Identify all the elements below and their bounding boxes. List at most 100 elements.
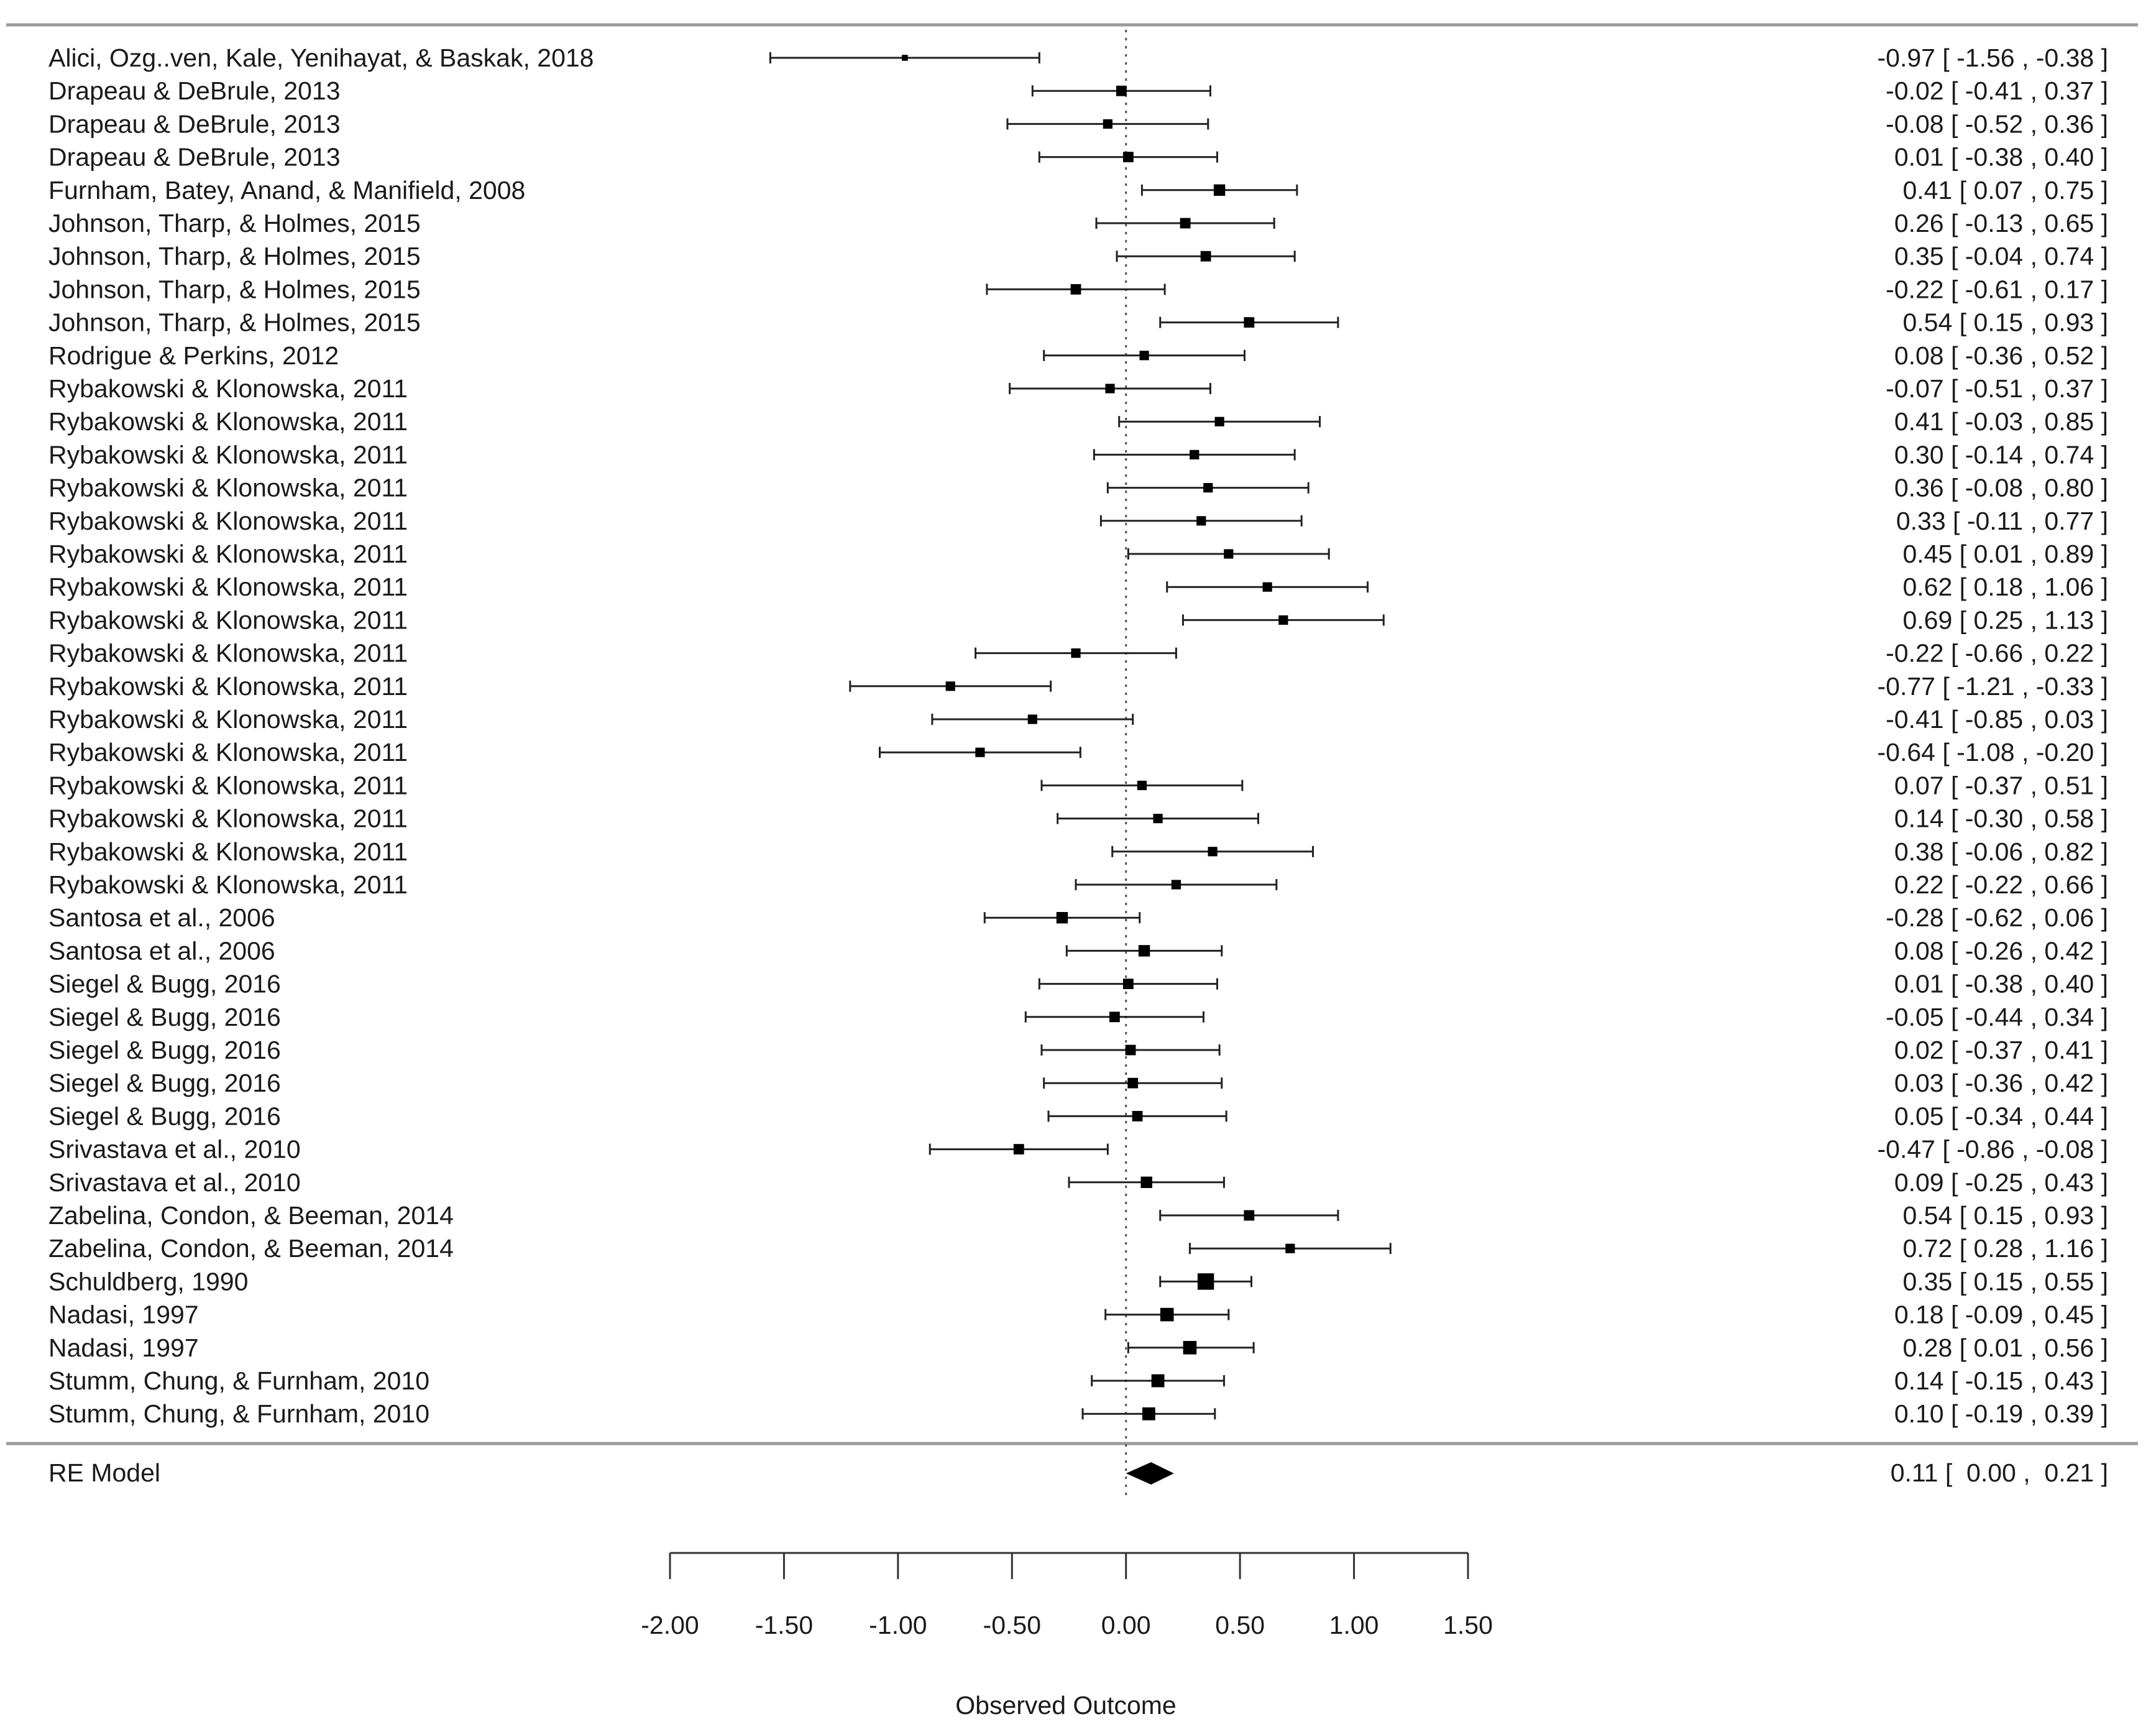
point-estimate [1127,1077,1139,1089]
study-label: Alici, Ozg..ven, Kale, Yenihayat, & Bask… [48,44,594,72]
study-row: Nadasi, 1997 0.18 [ -0.09 , 0.45 ] [48,1301,2108,1329]
point-estimate [1200,251,1211,262]
estimate-ci-label: -0.41 [ -0.85 , 0.03 ] [1886,705,2108,734]
x-axis-title: Observed Outcome [955,1691,1177,1720]
study-label: Drapeau & DeBrule, 2013 [48,109,341,138]
point-estimate [975,747,985,757]
estimate-ci-label: 0.22 [ -0.22 , 0.66 ] [1894,870,2108,899]
study-label: Rybakowski & Klonowska, 2011 [48,606,408,634]
study-row: Rybakowski & Klonowska, 2011 0.45 [ 0.01 … [48,540,2108,568]
point-estimate [1140,1176,1152,1188]
estimate-ci-label: 0.30 [ -0.14 , 0.74 ] [1894,440,2108,469]
study-label: Rybakowski & Klonowska, 2011 [48,705,408,734]
point-estimate [1122,979,1134,989]
study-rows: Alici, Ozg..ven, Kale, Yenihayat, & Bask… [48,44,2108,1428]
x-tick-label: -0.50 [983,1611,1041,1639]
study-row: Rybakowski & Klonowska, 2011 0.38 [ -0.06… [48,837,2108,866]
point-estimate [1105,384,1115,394]
point-estimate [1139,351,1149,361]
estimate-ci-label: 0.54 [ 0.15 , 0.93 ] [1902,308,2108,337]
study-row: Siegel & Bugg, 2016 0.03 [ -0.36 , 0.42 ] [48,1069,2108,1097]
point-estimate [902,55,908,61]
point-estimate [945,681,955,691]
study-row: Johnson, Tharp, & Holmes, 2015 -0.22 [ -0… [48,275,2108,303]
point-estimate [1203,483,1213,493]
x-tick-label: 0.50 [1215,1611,1265,1639]
x-axis: -2.00 -1.50 -1.00 -0.50 0.00 0.50 1.00 1.50 Obs… [641,1552,1493,1720]
estimate-ci-label: 0.41 [ -0.03 , 0.85 ] [1894,407,2108,436]
study-row: Siegel & Bugg, 2016 0.01 [ -0.38 , 0.40 ] [48,970,2108,998]
study-row: Stumm, Chung, & Furnham, 2010 0.10 [ -0.1… [48,1399,2108,1428]
estimate-ci-label: 0.28 [ 0.01 , 0.56 ] [1902,1334,2108,1362]
estimate-ci-label: 0.35 [ 0.15 , 0.55 ] [1902,1267,2108,1296]
study-label: Siegel & Bugg, 2016 [48,1003,281,1031]
study-label: Santosa et al., 2006 [48,903,275,932]
study-row: Rybakowski & Klonowska, 2011 0.14 [ -0.30… [48,804,2108,833]
estimate-ci-label: 0.35 [ -0.04 , 0.74 ] [1894,242,2108,270]
point-estimate [1285,1243,1295,1253]
estimate-ci-label: 0.69 [ 0.25 , 1.13 ] [1902,606,2108,634]
study-label: Rybakowski & Klonowska, 2011 [48,837,408,866]
study-row: Rybakowski & Klonowska, 2011 -0.07 [ -0.5… [48,374,2108,403]
estimate-ci-label: -0.64 [ -1.08 , -0.20 ] [1878,738,2108,767]
study-label: Rybakowski & Klonowska, 2011 [48,474,408,502]
study-row: Siegel & Bugg, 2016 -0.05 [ -0.44 , 0.34 … [48,1003,2108,1031]
point-estimate [1213,184,1226,196]
study-row: Drapeau & DeBrule, 2013 0.01 [ -0.38 , 0.… [48,143,2108,172]
study-label: Rybakowski & Klonowska, 2011 [48,440,408,469]
estimate-ci-label: 0.14 [ -0.30 , 0.58 ] [1894,804,2108,833]
study-row: Nadasi, 1997 0.28 [ 0.01 , 0.56 ] [48,1334,2108,1362]
point-estimate [1013,1144,1024,1154]
study-label: Srivastava et al., 2010 [48,1135,301,1164]
estimate-ci-label: -0.28 [ -0.62 , 0.06 ] [1886,903,2108,932]
study-label: Santosa et al., 2006 [48,936,275,965]
study-label: Rybakowski & Klonowska, 2011 [48,870,408,899]
estimate-ci-label: -0.02 [ -0.41 , 0.37 ] [1886,76,2108,105]
study-label: Srivastava et al., 2010 [48,1168,301,1197]
study-label: Rybakowski & Klonowska, 2011 [48,672,408,701]
point-estimate [1071,648,1081,658]
summary-estimate: 0.11 [ 0.00 , 0.21 ] [1891,1458,2108,1487]
study-row: Siegel & Bugg, 2016 0.02 [ -0.37 , 0.41 ] [48,1036,2108,1064]
study-label: Stumm, Chung, & Furnham, 2010 [48,1399,429,1428]
estimate-ci-label: 0.54 [ 0.15 , 0.93 ] [1902,1201,2108,1230]
study-row: Rybakowski & Klonowska, 2011 0.36 [ -0.08… [48,474,2108,502]
point-estimate [1196,516,1206,526]
point-estimate [1137,780,1147,790]
study-label: Zabelina, Condon, & Beeman, 2014 [48,1234,454,1263]
study-label: Johnson, Tharp, & Holmes, 2015 [48,275,421,303]
estimate-ci-label: 0.41 [ 0.07 , 0.75 ] [1902,176,2108,205]
study-label: Siegel & Bugg, 2016 [48,1036,281,1064]
point-estimate [1151,1374,1165,1388]
estimate-ci-label: -0.07 [ -0.51 , 0.37 ] [1886,374,2108,403]
point-estimate [1142,1407,1155,1421]
study-row: Drapeau & DeBrule, 2013 -0.02 [ -0.41 , 0… [48,76,2108,105]
study-label: Rybakowski & Klonowska, 2011 [48,507,408,535]
estimate-ci-label: 0.01 [ -0.38 , 0.40 ] [1894,143,2108,172]
study-row: Rybakowski & Klonowska, 2011 -0.64 [ -1.0… [48,738,2108,767]
estimate-ci-label: 0.14 [ -0.15 , 0.43 ] [1894,1366,2108,1395]
estimate-ci-label: 0.62 [ 0.18 , 1.06 ] [1902,573,2108,601]
study-row: Rodrigue & Perkins, 2012 0.08 [ -0.36 , 0… [48,341,2108,370]
study-row: Johnson, Tharp, & Holmes, 2015 0.26 [ -0.… [48,209,2108,237]
point-estimate [1056,912,1068,924]
study-label: Rybakowski & Klonowska, 2011 [48,407,408,436]
point-estimate [1160,1307,1174,1322]
point-estimate [1070,284,1081,295]
point-estimate [1103,119,1112,129]
study-label: Rybakowski & Klonowska, 2011 [48,374,408,403]
x-tick-label: -1.50 [755,1611,813,1639]
estimate-ci-label: -0.22 [ -0.61 , 0.17 ] [1886,275,2108,303]
study-row: Rybakowski & Klonowska, 2011 0.62 [ 0.18 … [48,573,2108,601]
study-label: Furnham, Batey, Anand, & Manifield, 2008 [48,176,525,205]
study-label: Rybakowski & Klonowska, 2011 [48,540,408,568]
point-estimate [1183,1341,1197,1355]
study-row: Santosa et al., 2006 -0.28 [ -0.62 , 0.06… [48,903,2108,932]
study-label: Siegel & Bugg, 2016 [48,970,281,998]
study-label: Rybakowski & Klonowska, 2011 [48,804,408,833]
summary-label: RE Model [48,1458,160,1487]
study-row: Furnham, Batey, Anand, & Manifield, 2008… [48,176,2108,205]
study-label: Johnson, Tharp, & Holmes, 2015 [48,209,421,237]
estimate-ci-label: 0.07 [ -0.37 , 0.51 ] [1894,771,2108,799]
estimate-ci-label: 0.33 [ -0.11 , 0.77 ] [1896,507,2108,535]
